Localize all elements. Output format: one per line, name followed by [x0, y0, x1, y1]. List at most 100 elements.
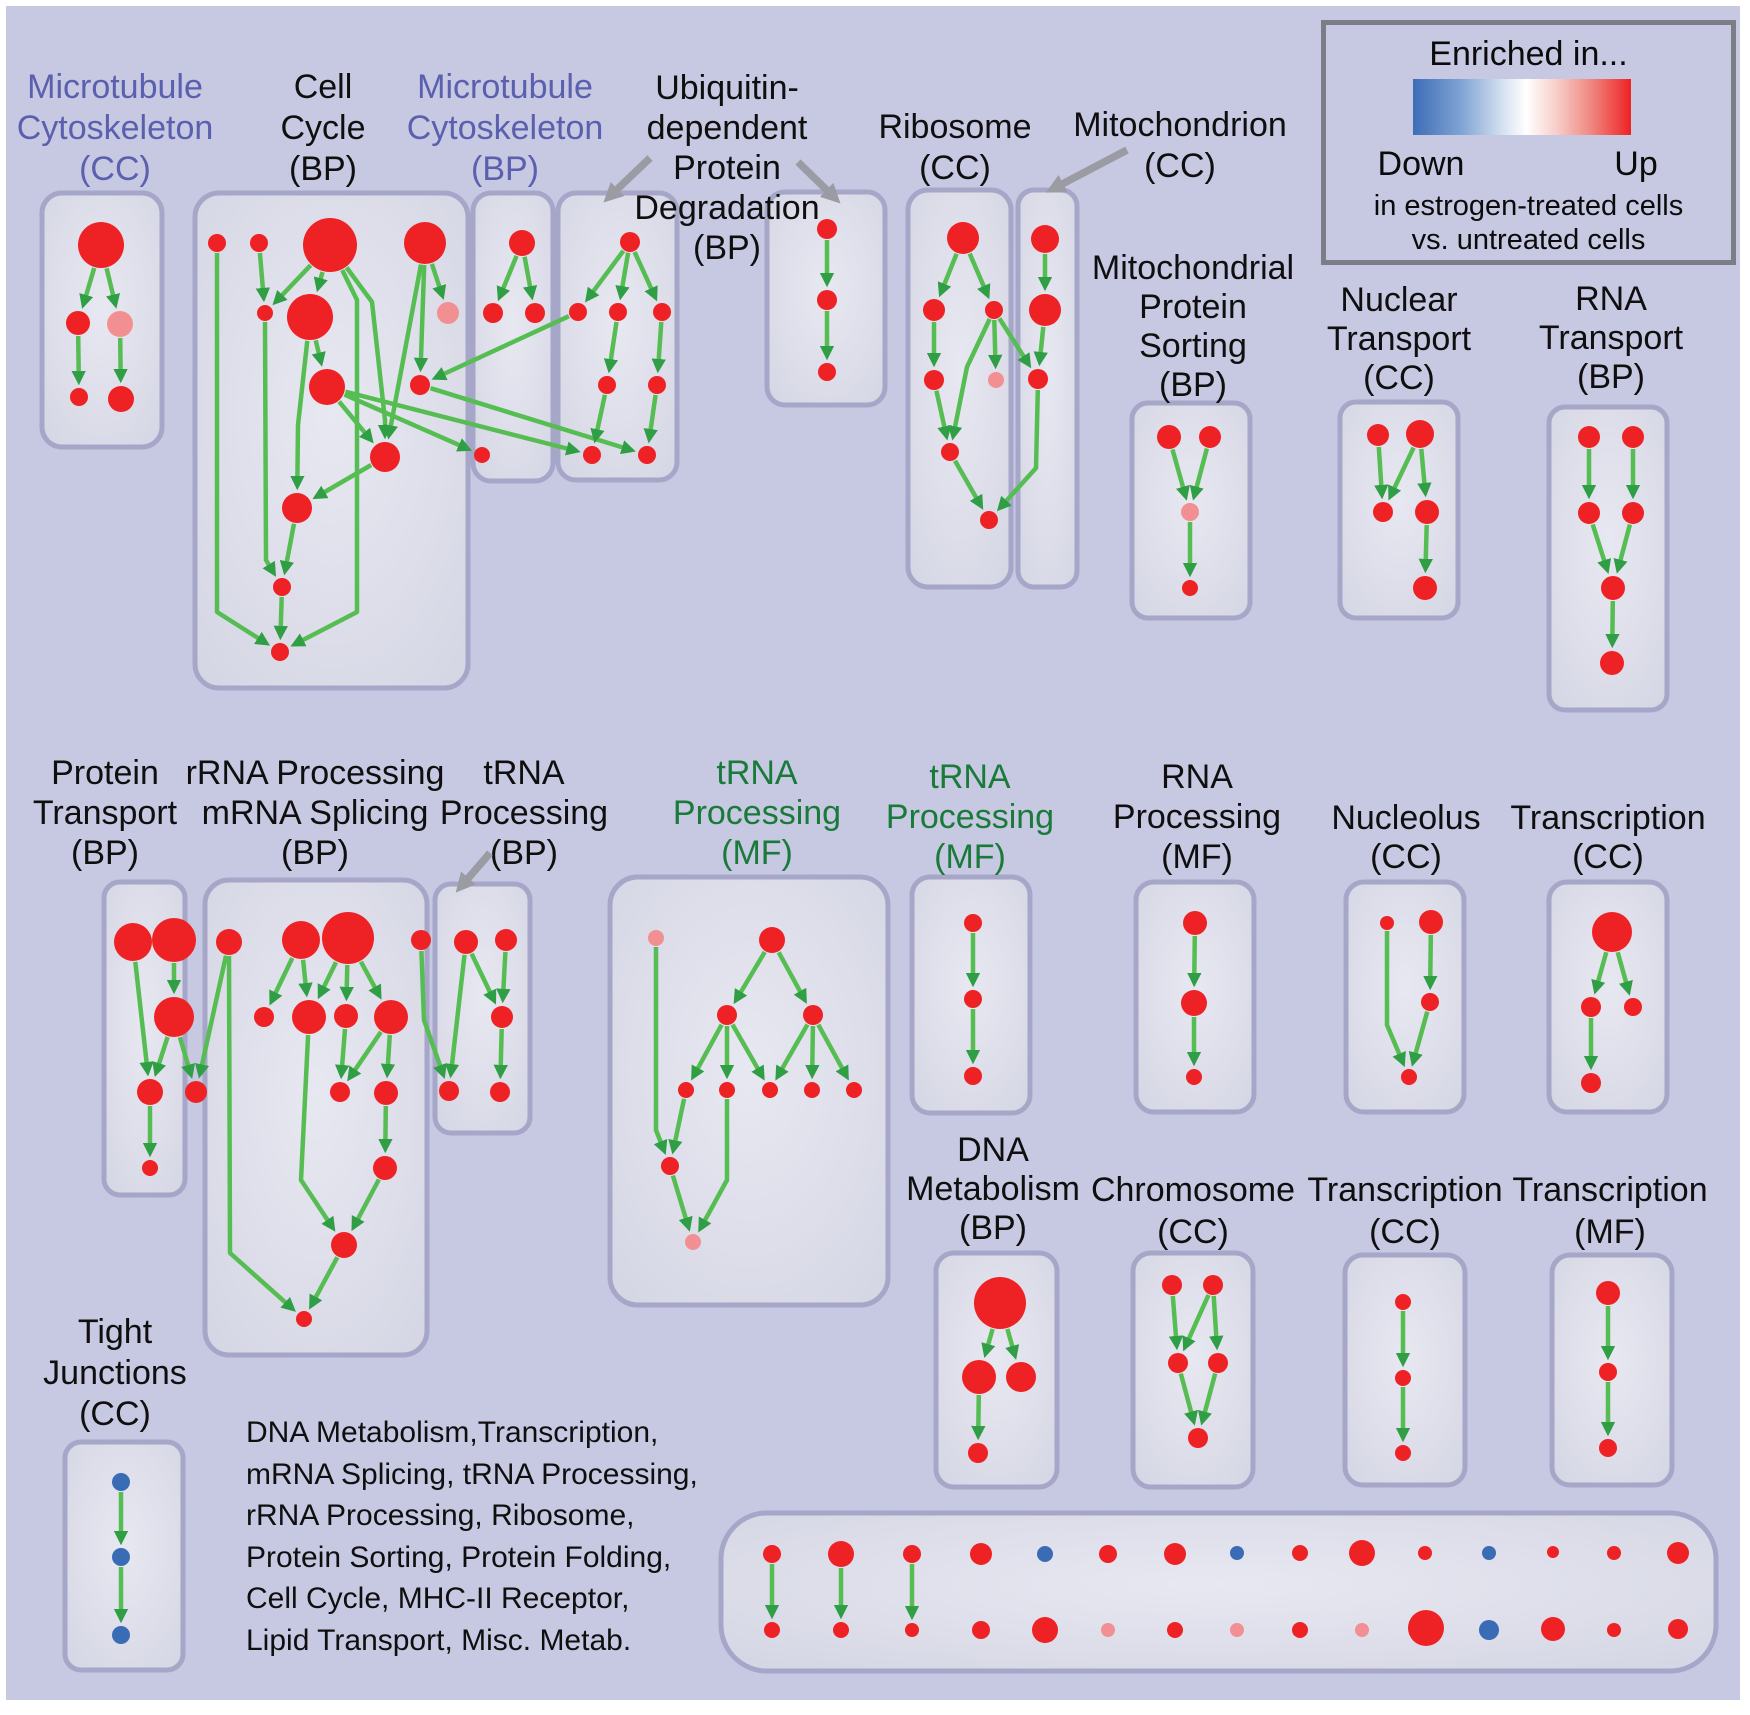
node-h1 — [1183, 911, 1207, 935]
node-tb3 — [491, 1006, 513, 1028]
edge-e2-e3 — [1182, 1294, 1211, 1352]
node-d4 — [968, 1443, 988, 1463]
node-z15t — [1667, 1542, 1689, 1564]
edge-rr8-rr10 — [380, 1034, 396, 1079]
node-s2 — [1199, 426, 1221, 448]
node-z12b — [1479, 1620, 1499, 1640]
node-z12t — [1482, 1546, 1496, 1560]
annotation-arrow-mitochondrion-pointer — [1045, 146, 1129, 193]
edge-f1-f10 — [653, 947, 668, 1156]
grouped-terms-line: DNA Metabolism,Transcription, — [246, 1416, 659, 1449]
edge-c11-c12 — [279, 523, 297, 576]
node-a4 — [70, 388, 88, 406]
edge-c6-c8 — [311, 339, 326, 367]
edge-u1-u3 — [615, 252, 631, 301]
edge-d1-d2 — [981, 1328, 996, 1358]
edge-r3-t3 — [997, 317, 1032, 369]
node-rr10 — [374, 1081, 398, 1105]
node-h3 — [1186, 1069, 1202, 1085]
grouped-terms-line: Cell Cycle, MHC-II Receptor, — [246, 1582, 630, 1615]
edge-u4-u6 — [651, 321, 666, 374]
node-j3 — [112, 1626, 130, 1644]
edge-rr8-rr9 — [347, 1030, 383, 1082]
edge-rr2-rr6 — [298, 959, 313, 998]
group-label-trna-mf-2: tRNA Processing (MF) — [886, 758, 1054, 876]
edge-r4-r6 — [934, 390, 952, 441]
node-o5 — [1601, 576, 1625, 600]
group-label-cell-cycle: Cell Cycle (BP) — [280, 68, 365, 188]
node-c7 — [437, 302, 459, 324]
edge-c12-c13 — [273, 596, 288, 641]
node-z8t — [1230, 1546, 1244, 1560]
edge-o4-o5 — [1613, 524, 1633, 574]
node-q2 — [1581, 997, 1601, 1017]
edge-c8-u7 — [344, 389, 581, 456]
node-g2 — [964, 990, 982, 1008]
node-d2 — [962, 1360, 996, 1394]
edge-r3-r5 — [988, 319, 1003, 370]
node-j1 — [112, 1473, 130, 1491]
edge-rr2-rr5 — [269, 957, 295, 1006]
node-z2t — [828, 1541, 854, 1567]
node-tb5 — [490, 1082, 510, 1102]
edge-c3-c10 — [344, 266, 393, 440]
node-r6 — [941, 443, 959, 461]
edge-rr4-tb4 — [419, 950, 447, 1079]
node-v3 — [1395, 1445, 1411, 1461]
edge-p3-p4 — [152, 1036, 170, 1077]
node-u4 — [653, 303, 671, 321]
node-z8b — [1230, 1623, 1244, 1637]
node-z13t — [1547, 1546, 1559, 1558]
group-label-mitochondrion: Mitochondrion (CC) — [1073, 106, 1287, 185]
node-rr1 — [216, 929, 242, 955]
edge-rr1-rr13 — [226, 955, 296, 1312]
node-u6 — [648, 376, 666, 394]
edge-f10-f11 — [670, 1174, 693, 1232]
node-w3 — [1599, 1439, 1617, 1457]
legend-up-label: Up — [1614, 145, 1658, 183]
node-o4 — [1622, 502, 1644, 524]
group-label-transcription-cc-1: Transcription (CC) — [1510, 799, 1705, 876]
node-o3 — [1578, 502, 1600, 524]
node-u1 — [620, 232, 640, 252]
edge-rr11-rr12 — [351, 1178, 381, 1232]
node-k4 — [1401, 1069, 1417, 1085]
legend-down-label: Down — [1377, 145, 1465, 183]
edge-e2-e4 — [1209, 1295, 1224, 1351]
edge-n2-n4 — [1417, 448, 1432, 498]
node-f4 — [803, 1005, 823, 1025]
group-label-transcription-cc-2: Transcription (CC) — [1307, 1171, 1502, 1251]
group-label-rrna-mrna: rRNA Processing mRNA Splicing (BP) — [186, 754, 445, 872]
node-n4 — [1415, 500, 1439, 524]
group-label-mc-cc: Microtubule Cytoskeleton (CC) — [17, 68, 214, 188]
edge-u1-u4 — [632, 251, 658, 302]
node-n1 — [1367, 424, 1389, 446]
edge-u5-u7 — [590, 394, 608, 444]
node-f3 — [717, 1005, 737, 1025]
edge-rr3-rr8 — [358, 960, 382, 1000]
edge-o3-o5 — [1590, 523, 1612, 574]
edge-h1-h2 — [1187, 935, 1202, 988]
node-m3 — [525, 303, 545, 323]
node-q4 — [1581, 1073, 1601, 1093]
edge-f2-f4 — [776, 951, 807, 1004]
node-r5 — [988, 372, 1004, 388]
group-label-nuclear-transport: Nuclear Transport (CC) — [1327, 281, 1472, 397]
node-z3t — [903, 1545, 921, 1563]
legend-subtitle-line2: vs. untreated cells — [1411, 224, 1646, 256]
edge-p1-p4 — [133, 961, 154, 1077]
node-k1 — [1380, 916, 1394, 930]
annotation-arrow-ubiquitin-to-box-b — [795, 159, 841, 204]
edge-n1-n3 — [1374, 446, 1389, 500]
edge-r6-r7 — [953, 459, 984, 510]
node-z6b — [1101, 1623, 1115, 1637]
edge-u3-u5 — [603, 321, 619, 374]
legend-title: Enriched in... — [1429, 35, 1628, 73]
node-u2 — [569, 303, 587, 321]
group-box-grouped-terms — [718, 1510, 1719, 1674]
group-label-transcription-mf: Transcription (MF) — [1512, 1171, 1707, 1251]
edge-a1-a2 — [79, 267, 97, 309]
edge-c8-m4 — [343, 392, 473, 452]
node-o2 — [1622, 426, 1644, 448]
